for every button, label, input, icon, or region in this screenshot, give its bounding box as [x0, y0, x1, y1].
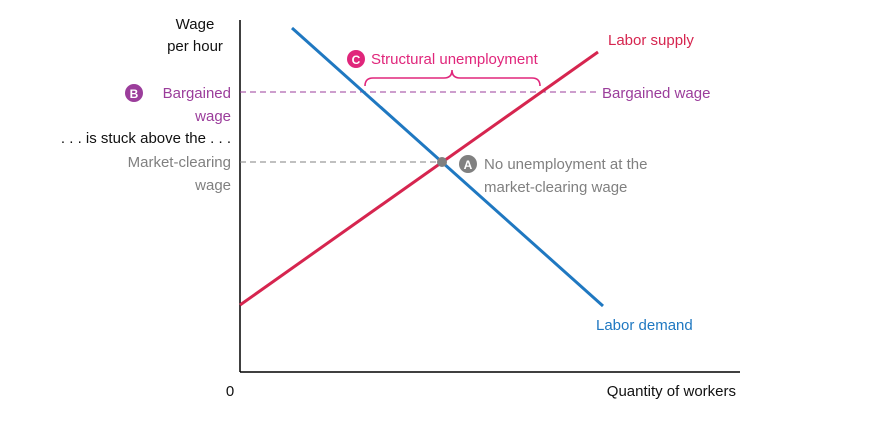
labor-demand-curve	[291, 26, 604, 308]
bargained-wage-label-line1: Bargained	[163, 85, 231, 102]
point-a-letter: A	[464, 158, 473, 172]
stuck-above-text: . . . is stuck above the . . .	[61, 130, 231, 147]
structural-marker-letter: C	[352, 53, 361, 67]
point-a-label-line1: No unemployment at the	[484, 156, 647, 173]
bargained-wage-label-line2: wage	[194, 108, 231, 125]
x-axis-title: Quantity of workers	[607, 383, 736, 400]
point-a-label-line2: market-clearing wage	[484, 179, 627, 196]
structural-unemployment-bracket	[364, 69, 541, 87]
equilibrium-point	[437, 157, 447, 167]
bargained-marker-letter: B	[130, 87, 139, 101]
market-clearing-label-line2: wage	[194, 177, 231, 194]
labor-supply-curve	[239, 50, 599, 307]
labor-demand-label: Labor demand	[596, 317, 693, 334]
market-clearing-label-line1: Market-clearing	[128, 154, 231, 171]
bargained-wage-right-label: Bargained wage	[602, 85, 710, 102]
structural-unemployment-marker: C	[347, 50, 365, 68]
y-axis-title-line2: per hour	[167, 38, 223, 55]
y-axis-title-line1: Wage	[176, 16, 215, 33]
labor-supply-label: Labor supply	[608, 32, 694, 49]
origin-label: 0	[226, 383, 234, 400]
bargained-wage-marker: B	[125, 84, 143, 102]
point-a-marker: A	[459, 155, 477, 173]
structural-unemployment-label: Structural unemployment	[371, 51, 539, 68]
